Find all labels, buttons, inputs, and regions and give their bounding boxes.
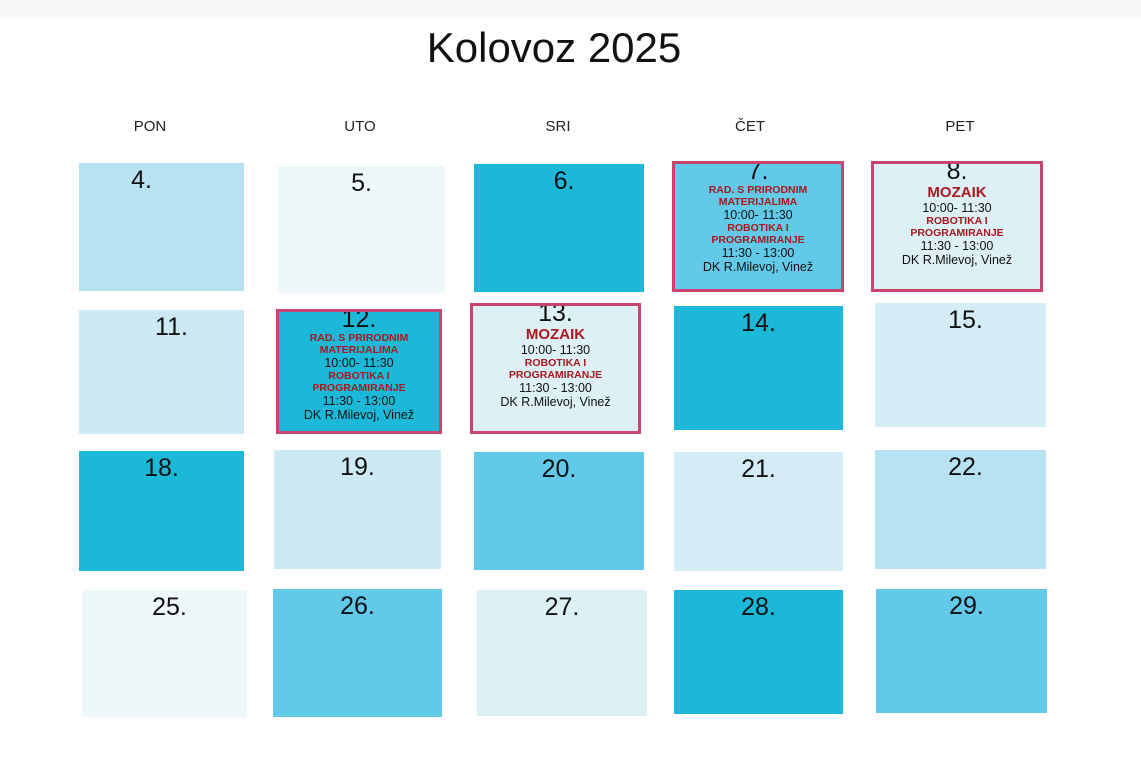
day-number: 8. [946,161,968,185]
event-time: 11:30 - 13:00 [519,381,592,395]
weekday-label: UTO [344,118,376,135]
day-number: 20. [541,455,577,483]
day-cell: 28. [674,590,843,714]
day-number: 11. [155,313,188,341]
day-cell: 13. MOZAIK 10:00- 11:30 ROBOTIKA I PROGRAMI… [470,303,641,434]
day-number: 26. [340,592,375,620]
event-title: ROBOTIKA I PROGRAMIRANJE [312,370,406,394]
day-number: 19. [340,453,375,481]
day-number: 14. [741,309,776,337]
day-cell: 27. [477,590,647,716]
day-number: 13. [538,303,573,327]
event-time: 11:30 - 13:00 [721,246,795,260]
event-location: DK R.Milevoj, Vinež [901,253,1013,267]
event-time: 11:30 - 13:00 [920,239,994,253]
day-number: 27. [544,593,580,621]
event-title: MOZAIK [927,184,987,201]
event-title: ROBOTIKA I PROGRAMIRANJE [711,222,805,246]
event-title: RAD. S PRIRODNIM MATERIJALIMA [708,184,808,208]
day-number: 29. [949,592,984,620]
day-cell: 8. MOZAIK 10:00- 11:30 ROBOTIKA I PROGRAMIR… [871,161,1043,292]
day-number: 6. [553,167,575,195]
weekday-label: PON [133,118,167,135]
event-time: 11:30 - 13:00 [322,394,396,408]
weekday-label: SRI [545,118,571,135]
weekday-label: ČET [735,118,765,135]
day-number: 5. [351,169,372,197]
weekday-label: PET [945,118,975,135]
event-time: 10:00- 11:30 [520,343,591,357]
day-number: 4. [131,166,152,194]
day-cell: 7. RAD. S PRIRODNIM MATERIJALIMA 10:00- 11… [672,161,844,292]
day-cell: 5. [278,166,445,293]
event-time: 10:00- 11:30 [922,201,992,215]
event-time: 10:00- 11:30 [723,208,793,222]
day-number: 28. [741,593,776,621]
day-cell: 11. [79,310,244,434]
event-location: DK R.Milevoj, Vinež [500,395,611,409]
day-cell: 26. [273,589,442,717]
day-cell: 4. [79,163,244,291]
day-cell: 12. RAD. S PRIRODNIM MATERIJALIMA 10:00- 1… [276,309,442,434]
event-time: 10:00- 11:30 [324,356,394,370]
day-number: 22. [948,453,983,481]
event-location: DK R.Milevoj, Vinež [303,408,415,422]
event-title: RAD. S PRIRODNIM MATERIJALIMA [309,332,409,356]
calendar-title: Kolovoz 2025 [426,24,682,71]
day-number: 25. [152,593,187,621]
day-cell: 22. [875,450,1046,569]
day-cell: 14. [674,306,843,430]
day-number: 12. [341,309,377,333]
event-title: ROBOTIKA I PROGRAMIRANJE [910,215,1004,239]
day-cell: 15. [875,303,1046,427]
event-title: ROBOTIKA I PROGRAMIRANJE [508,357,603,381]
event-title: MOZAIK [525,326,586,343]
day-cell: 18. [79,451,244,571]
day-cell: 6. [474,164,644,292]
day-cell: 29. [876,589,1047,713]
day-cell: 25. [82,590,247,717]
day-number: 15. [948,306,983,334]
day-cell: 21. [674,452,843,571]
day-number: 21. [741,455,776,483]
day-number: 7. [747,161,769,185]
day-cell: 19. [274,450,441,569]
day-number: 18. [144,454,179,482]
event-location: DK R.Milevoj, Vinež [702,260,814,274]
top-bar [0,0,1141,18]
day-cell: 20. [474,452,644,570]
